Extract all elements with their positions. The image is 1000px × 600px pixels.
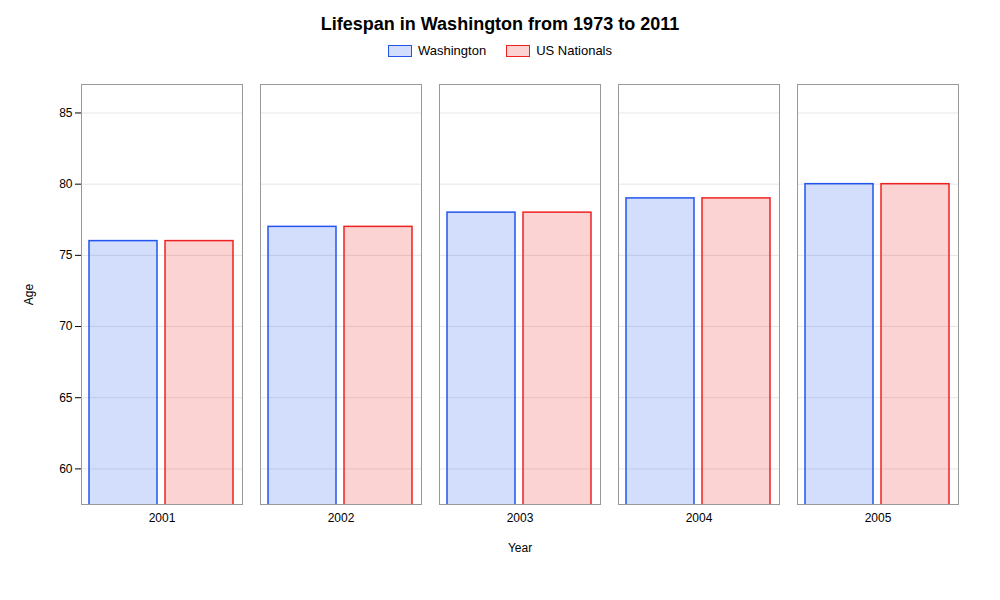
svg-text:85: 85	[59, 106, 73, 120]
html-text:Washington: Washington	[418, 43, 487, 58]
svg-text:65: 65	[59, 391, 73, 405]
svg-text:Year: Year	[508, 541, 532, 555]
svg-text:2004: 2004	[686, 511, 713, 525]
html-text:Lifespan in Washington from 19: Lifespan in Washington from 1973 to 2011	[320, 14, 680, 34]
svg-text:Age: Age	[22, 284, 36, 306]
html-text:US Nationals: US Nationals	[536, 43, 612, 58]
svg-text:2001: 2001	[149, 511, 176, 525]
svg-text:2005: 2005	[865, 511, 892, 525]
svg-text:60: 60	[59, 462, 73, 476]
svg-text:80: 80	[59, 177, 73, 191]
svg-text:75: 75	[59, 248, 73, 262]
svg-text:2002: 2002	[328, 511, 355, 525]
svg-text:70: 70	[59, 319, 73, 333]
svg-text:2003: 2003	[507, 511, 534, 525]
